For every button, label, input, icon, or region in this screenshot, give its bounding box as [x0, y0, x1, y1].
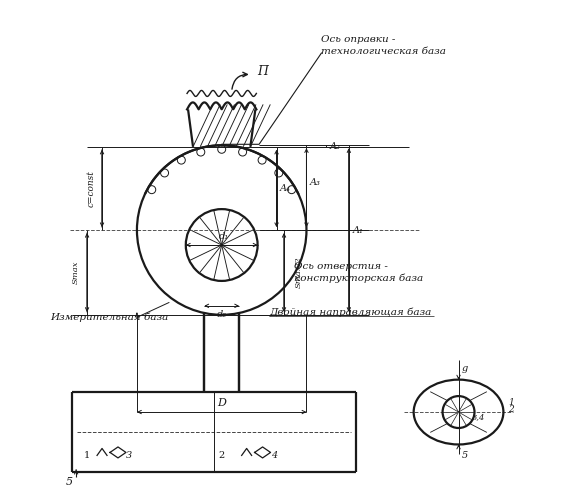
Text: Ось оправки -
технологическая база: Ось оправки - технологическая база [322, 35, 446, 56]
Text: A₃: A₃ [310, 178, 321, 187]
Text: 3: 3 [126, 451, 132, 460]
Text: g: g [462, 364, 468, 373]
Text: A₂: A₂ [330, 142, 341, 150]
Text: d₁: d₁ [219, 232, 229, 240]
Text: 1: 1 [508, 398, 514, 406]
Text: 1: 1 [84, 451, 90, 460]
Text: Smax: Smax [72, 260, 80, 284]
Text: П: П [257, 66, 268, 78]
Text: Ось отверстия -
конструкторская база: Ось отверстия - конструкторская база [294, 262, 423, 283]
Text: 3,4: 3,4 [472, 413, 485, 421]
Text: Измерительная база: Измерительная база [49, 312, 168, 322]
Text: c=const: c=const [86, 170, 96, 207]
Text: d₂: d₂ [216, 310, 227, 320]
Text: 2: 2 [219, 451, 225, 460]
Text: D: D [217, 398, 226, 408]
Text: A₁: A₁ [352, 226, 363, 234]
Text: 5: 5 [462, 451, 468, 460]
Text: A₄: A₄ [280, 184, 291, 193]
Text: 2: 2 [508, 405, 514, 414]
Text: 5: 5 [66, 477, 73, 487]
Text: Двойная направляющая база: Двойная направляющая база [269, 308, 432, 317]
Text: Smax/2: Smax/2 [295, 256, 303, 288]
Text: 4: 4 [271, 451, 277, 460]
